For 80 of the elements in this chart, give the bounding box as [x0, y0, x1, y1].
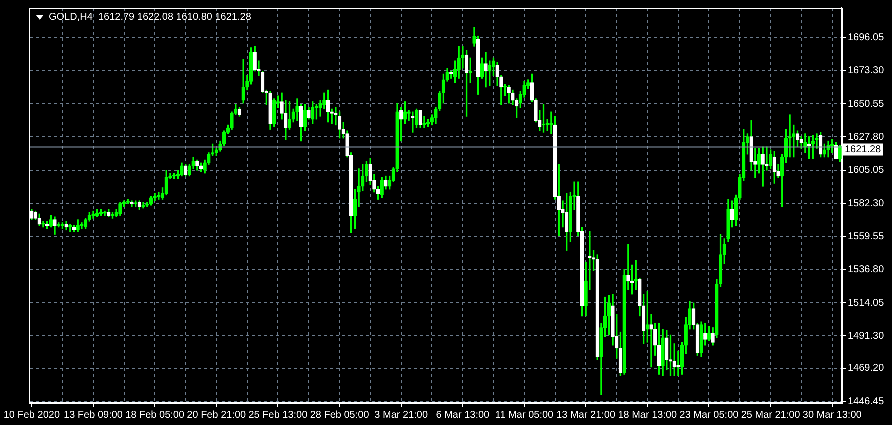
candlestick: [634, 260, 638, 290]
x-tick-label: 13 Feb 09:00: [64, 410, 124, 421]
chart-title: GOLD,H4 1612.79 1622.08 1610.80 1621.28: [49, 12, 252, 23]
candlestick: [38, 214, 42, 226]
y-tick-label: 1627.80: [848, 132, 885, 143]
y-tick-label: 1582.30: [848, 198, 885, 210]
candlestick: [314, 104, 319, 120]
candlestick: [757, 148, 762, 174]
candlestick: [268, 91, 272, 130]
x-tick-label: 28 Feb 05:00: [310, 410, 370, 421]
candlestick: [484, 52, 488, 88]
candlestick: [107, 209, 111, 218]
candlestick: [134, 200, 138, 208]
candlestick: [326, 90, 330, 123]
candlestick: [422, 116, 426, 128]
candlestick: [99, 209, 104, 216]
x-tick-label: 20 Feb 21:00: [187, 410, 247, 421]
candlestick: [142, 202, 146, 209]
y-tick-label: 1605.05: [848, 165, 885, 176]
candlestick: [338, 112, 342, 139]
x-tick-label: 10 Feb 2020: [4, 410, 60, 421]
candlestick: [130, 200, 134, 208]
x-tick-label: 13 Mar 21:00: [556, 410, 616, 421]
candlestick: [242, 59, 246, 104]
candlestick: [80, 222, 84, 230]
x-tick-label: 25 Feb 13:00: [248, 410, 308, 421]
candlestick: [53, 216, 57, 235]
candlestick: [822, 144, 827, 158]
candlestick: [184, 164, 188, 177]
candlestick: [96, 209, 100, 218]
y-tick-label: 1514.05: [848, 298, 885, 309]
candlestick: [72, 226, 76, 232]
candlestick: [64, 221, 68, 231]
candlestick: [507, 86, 511, 104]
x-tick-label: 18 Mar 13:00: [618, 410, 678, 421]
y-tick-label: 1446.45: [848, 396, 885, 408]
candlestick: [180, 162, 184, 177]
candlestick: [468, 58, 472, 84]
candlestick: [646, 291, 650, 343]
x-tick-label: 11 Mar 05:00: [495, 410, 554, 421]
ref-line-label: 1621.28: [845, 144, 882, 156]
candlestick: [296, 98, 300, 122]
x-tick-label: 25 Mar 21:00: [741, 410, 801, 421]
y-tick-label: 1491.30: [848, 330, 885, 342]
x-tick-label: 3 Mar 21:00: [374, 410, 428, 421]
candlestick: [811, 135, 815, 160]
candlestick: [103, 210, 107, 216]
y-tick-label: 1469.20: [848, 363, 885, 374]
candlestick: [138, 200, 142, 210]
candlestick: [650, 314, 654, 368]
candlestick: [450, 70, 454, 79]
y-tick-label: 1650.55: [848, 98, 885, 110]
y-tick-label: 1673.30: [848, 66, 885, 77]
x-tick-label: 23 Mar 05:00: [680, 410, 740, 421]
x-tick-label: 18 Feb 05:00: [126, 410, 185, 421]
candlestick: [49, 215, 53, 228]
candlestick: [565, 193, 569, 251]
candlestick: [761, 146, 765, 187]
candlestick: [42, 221, 46, 228]
candlestick: [707, 326, 712, 342]
candlestick: [700, 322, 704, 358]
candlestick: [272, 98, 276, 128]
candlestick: [838, 145, 842, 162]
candlestick: [126, 199, 130, 204]
candlestick: [76, 220, 80, 232]
x-tick-label: 30 Mar 13:00: [802, 410, 862, 421]
y-tick-label: 1536.80: [848, 264, 885, 276]
candlestick: [488, 60, 492, 86]
candlestick: [149, 196, 154, 206]
candlestick: [68, 224, 72, 232]
y-tick-label: 1559.55: [848, 231, 885, 242]
candlestick: [118, 202, 122, 216]
candlestick: [288, 102, 292, 130]
candlestick: [92, 210, 96, 219]
candlestick: [238, 107, 242, 117]
x-tick-label: 6 Mar 13:00: [436, 410, 490, 421]
candlestick: [657, 323, 662, 375]
y-tick-label: 1696.05: [848, 32, 885, 44]
candlestick: [199, 162, 204, 172]
candlestick: [196, 160, 200, 171]
